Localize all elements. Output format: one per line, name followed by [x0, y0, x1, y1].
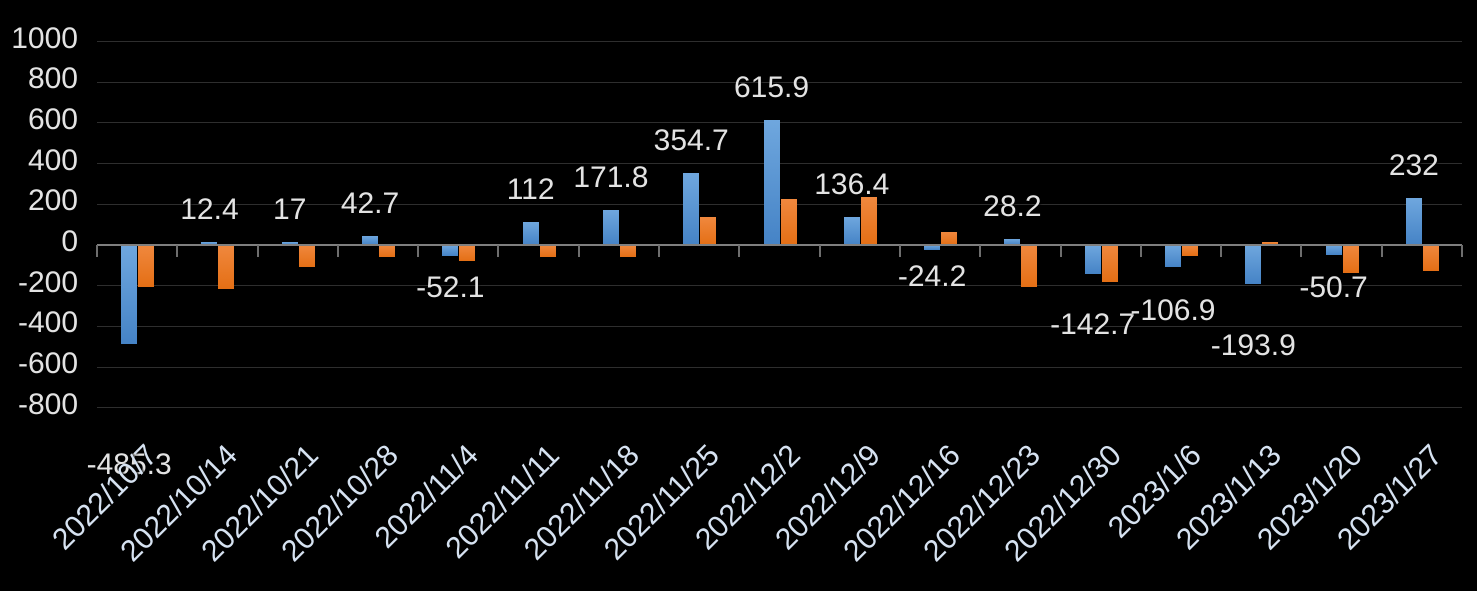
gridline — [97, 407, 1462, 409]
gridline — [97, 81, 1462, 83]
data-label: 171.8 — [573, 161, 649, 195]
x-axis-tick — [417, 245, 420, 257]
bar-blue-series — [522, 222, 539, 245]
bar-blue-series — [843, 217, 860, 245]
data-label: -193.9 — [1210, 328, 1296, 362]
x-axis-tick — [979, 245, 982, 257]
y-axis-label: 0 — [61, 225, 78, 258]
x-axis-tick — [898, 245, 901, 257]
bar-orange-series — [780, 199, 797, 245]
x-axis-tick — [818, 245, 821, 257]
bar-blue-series — [1325, 245, 1342, 256]
data-label: 28.2 — [983, 190, 1042, 224]
bar-blue-series — [1405, 197, 1422, 245]
x-axis-tick — [256, 245, 259, 257]
bar-blue-series — [763, 119, 780, 245]
data-label: 112 — [506, 173, 555, 207]
bar-blue-series — [1164, 245, 1181, 267]
x-axis-tick — [577, 245, 580, 257]
bar-blue-series — [924, 245, 941, 250]
y-axis-label: -200 — [17, 265, 78, 299]
gridline — [97, 366, 1462, 368]
bar-orange-series — [298, 245, 315, 268]
bar-blue-series — [121, 245, 138, 344]
y-axis-label: -800 — [17, 387, 78, 421]
bar-orange-series — [379, 245, 396, 257]
bar-orange-series — [1422, 245, 1439, 272]
bar-orange-series — [619, 245, 636, 257]
gridline — [97, 163, 1462, 165]
data-label: -24.2 — [897, 259, 967, 293]
y-axis-label: 600 — [27, 102, 78, 136]
x-axis-tick — [1461, 245, 1463, 257]
data-label: 17 — [273, 192, 307, 226]
bar-orange-series — [941, 231, 958, 245]
data-label: -485.3 — [86, 447, 172, 481]
x-axis-tick — [497, 245, 500, 257]
bar-blue-series — [1245, 245, 1262, 285]
data-label: 136.4 — [814, 168, 890, 202]
y-axis-label: -400 — [17, 306, 78, 340]
data-label: -142.7 — [1050, 308, 1136, 342]
x-axis-tick — [738, 245, 741, 257]
gridline — [97, 203, 1462, 205]
y-axis-label: 400 — [27, 143, 78, 177]
bar-blue-series — [683, 172, 700, 245]
bar-blue-series — [1084, 245, 1101, 275]
data-label: 232 — [1388, 148, 1439, 182]
y-axis-label: 1000 — [11, 21, 78, 55]
bar-orange-series — [459, 245, 476, 261]
x-axis-tick — [96, 245, 98, 257]
data-label: 354.7 — [653, 123, 729, 157]
x-axis-tick — [658, 245, 661, 257]
y-axis-label: -600 — [17, 347, 78, 381]
data-label: -106.9 — [1130, 293, 1216, 327]
x-axis-tick — [1380, 245, 1383, 257]
data-label: 42.7 — [340, 187, 400, 221]
data-label: -50.7 — [1299, 270, 1368, 304]
bar-blue-series — [442, 245, 459, 256]
bar-orange-series — [700, 216, 717, 245]
x-axis-line — [97, 244, 1462, 246]
bar-blue-series — [281, 241, 298, 245]
bar-orange-series — [1262, 241, 1279, 245]
bar-orange-series — [1021, 245, 1038, 287]
gridline — [97, 285, 1462, 287]
y-axis-label: 200 — [27, 184, 78, 218]
x-axis-tick — [1220, 245, 1223, 257]
bar-orange-series — [218, 245, 235, 289]
data-label: -52.1 — [416, 271, 485, 305]
gridline — [97, 41, 1462, 42]
x-axis-tick — [336, 245, 339, 257]
gridline — [97, 325, 1462, 327]
y-axis-label: 800 — [27, 62, 78, 96]
bar-blue-series — [1004, 239, 1021, 245]
x-axis-tick — [1059, 245, 1062, 257]
bar-blue-series — [602, 210, 619, 245]
bar-blue-series — [362, 236, 379, 245]
x-axis-tick — [1139, 245, 1142, 257]
bar-orange-series — [539, 245, 556, 257]
bar-orange-series — [1181, 245, 1198, 257]
x-axis-tick — [176, 245, 179, 257]
bar-blue-series — [201, 242, 218, 245]
data-label: 615.9 — [733, 70, 810, 104]
gridline — [97, 122, 1462, 124]
data-label: 12.4 — [180, 193, 239, 227]
x-axis-tick — [1300, 245, 1303, 257]
bar-orange-series — [138, 245, 155, 287]
bar-orange-series — [1101, 245, 1118, 282]
bar-orange-series — [1342, 245, 1359, 274]
bar-orange-series — [860, 196, 877, 245]
